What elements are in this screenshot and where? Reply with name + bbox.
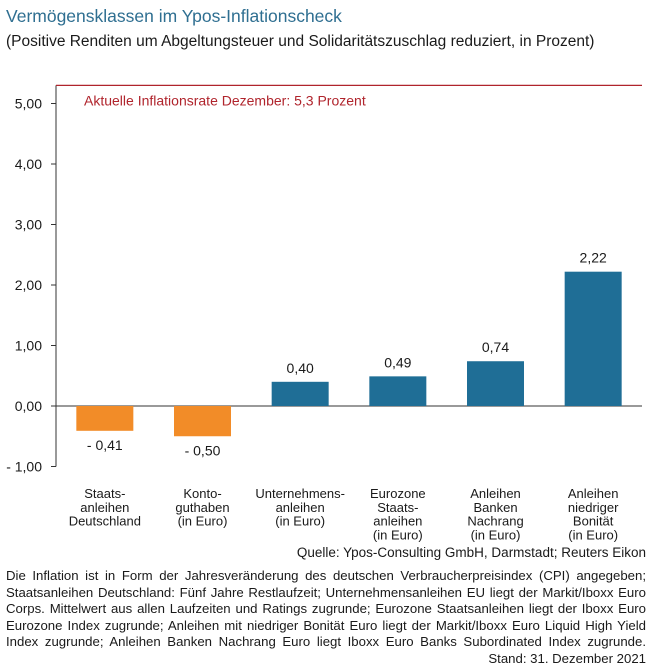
bar-value-label: 0,49 <box>384 354 411 370</box>
y-tick-label: 2,00 <box>15 277 42 293</box>
category-label: Staats- <box>84 486 125 501</box>
category-label: Banken <box>473 500 517 515</box>
category-label: Staats- <box>377 500 418 515</box>
bar-value-label: 0,74 <box>482 339 509 355</box>
category-label: Eurozone <box>370 486 426 501</box>
bar-2 <box>174 406 231 437</box>
category-label: anleihen <box>276 500 325 515</box>
category-label: Unternehmens- <box>255 486 345 501</box>
bar-value-label: 0,40 <box>287 360 314 376</box>
inflation-reference-label: Aktuelle Inflationsrate Dezember: 5,3 Pr… <box>84 92 366 108</box>
footnote: Die Inflation ist in Form der Jahresverä… <box>6 568 646 650</box>
y-tick-label: - 1,00 <box>6 459 42 475</box>
category-label: Bonität <box>573 514 614 529</box>
bar-value-label: - 0,41 <box>87 437 123 453</box>
bar-1 <box>76 406 134 431</box>
bar-value-label: 2,22 <box>580 250 607 266</box>
chart-subtitle: (Positive Renditen um Abgeltungsteuer un… <box>6 33 595 50</box>
category-label: guthaben <box>175 500 229 515</box>
bar-chart: - 1,00 0,00 1,00 2,00 3,00 4,00 5,00 Aktuelle I… <box>6 84 642 542</box>
y-tick-label: 3,00 <box>15 217 42 233</box>
category-label: anleihen <box>373 514 422 529</box>
category-label: Anleihen <box>568 486 619 501</box>
chart-title: Vermögensklassen im Ypos-Inflationscheck <box>6 6 342 26</box>
bar-6 <box>564 271 622 406</box>
category-label: Nachrang <box>467 514 523 529</box>
category-label: (in Euro) <box>373 527 423 542</box>
category-label: niedriger <box>568 500 619 515</box>
y-tick-label: 1,00 <box>15 338 42 354</box>
category-label: (in Euro) <box>471 527 521 542</box>
category-label: (in Euro) <box>568 527 618 542</box>
y-tick-label: 5,00 <box>15 96 42 112</box>
bar-value-label: - 0,50 <box>185 442 221 458</box>
source-note: Quelle: Ypos-Consulting GmbH, Darmstadt;… <box>296 545 646 560</box>
y-tick-label: 0,00 <box>15 398 42 414</box>
bar-5 <box>467 361 524 406</box>
date-stamp: Stand: 31. Dezember 2021 <box>488 651 646 666</box>
category-label: (in Euro) <box>275 514 325 529</box>
category-label: Konto- <box>183 486 221 501</box>
y-tick-label: 4,00 <box>15 156 42 172</box>
category-label: Anleihen <box>470 486 521 501</box>
category-label: anleihen <box>80 500 129 515</box>
category-label: Deutschland <box>69 514 141 529</box>
bar-3 <box>271 381 329 406</box>
category-label: (in Euro) <box>178 514 228 529</box>
bar-4 <box>369 376 427 406</box>
